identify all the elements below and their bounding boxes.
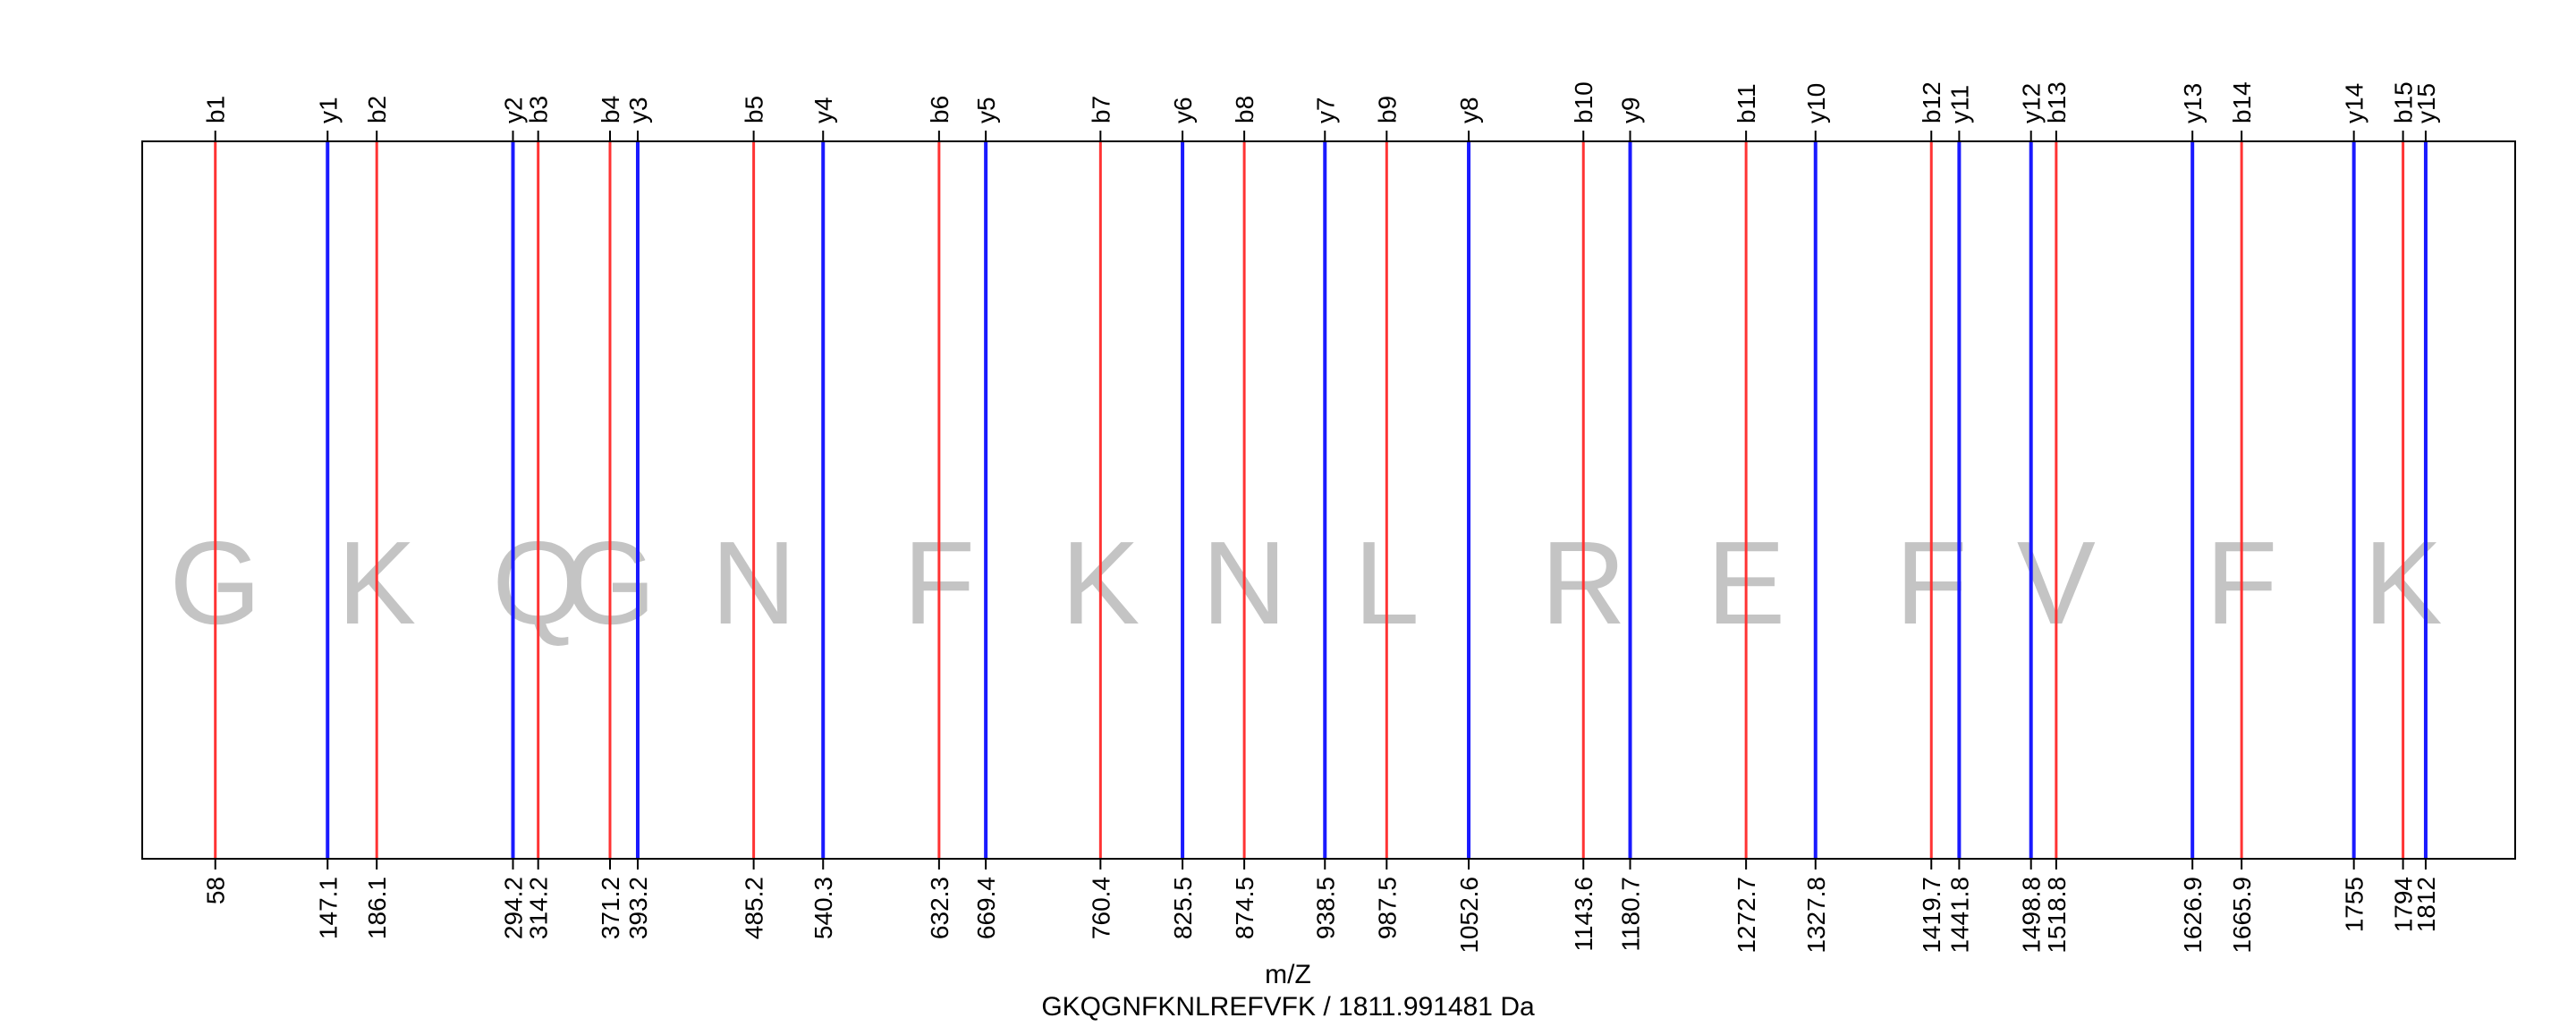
y-ion-mz-label: 938.5 — [1311, 877, 1339, 939]
y-ion-mz-label: 1498.8 — [2018, 877, 2046, 954]
y-ion-label: y9 — [1617, 97, 1645, 123]
b-ion-mz-label: 485.2 — [741, 877, 768, 939]
y-ion-mz-label: 1441.8 — [1945, 877, 1973, 954]
b-ion-mz-label: 987.5 — [1373, 877, 1401, 939]
y-ion-label: y10 — [1802, 83, 1830, 123]
y-ion-mz-label: 294.2 — [500, 877, 528, 939]
b-ion-mz-label: 1272.7 — [1733, 877, 1760, 954]
y-ion-label: y4 — [809, 97, 837, 123]
y-ion-label: y2 — [500, 97, 528, 123]
x-axis-label: m/Z — [1265, 960, 1311, 989]
b-ion-label: b9 — [1373, 96, 1401, 123]
b-ion-label: b5 — [741, 96, 768, 123]
y-ion-mz-label: 1626.9 — [2179, 877, 2207, 954]
y-ion-label: y11 — [1945, 85, 1973, 123]
y-ion-label: y3 — [624, 97, 652, 123]
b-ion-label: b13 — [2043, 81, 2071, 123]
y-ion-label: y6 — [1169, 97, 1197, 123]
y-ion-label: y1 — [314, 97, 342, 123]
b-ion-label: b3 — [525, 96, 553, 123]
b-ion-label: b1 — [202, 96, 230, 123]
b-ion-mz-label: 1143.6 — [1570, 877, 1597, 952]
y-ion-mz-label: 669.4 — [972, 877, 1000, 939]
y-ion-label: y5 — [972, 97, 1000, 123]
b-ion-label: b4 — [597, 96, 624, 123]
b-ion-label: b2 — [363, 96, 391, 123]
b-ion-mz-label: 371.2 — [597, 877, 624, 939]
peptide-caption: GKQGNFKNLREFVFK / 1811.991481 Da — [1041, 992, 1535, 1022]
y-ion-mz-label: 393.2 — [624, 877, 652, 939]
y-ion-mz-label: 1755 — [2341, 877, 2368, 932]
b-ion-label: b15 — [2390, 81, 2418, 123]
y-ion-label: y15 — [2412, 83, 2440, 123]
b-ion-mz-label: 632.3 — [926, 877, 953, 939]
y-ion-mz-label: 1052.6 — [1455, 877, 1483, 954]
y-ion-label: y13 — [2179, 83, 2207, 123]
y-ion-label: y14 — [2341, 83, 2368, 123]
b-ion-label: b6 — [926, 96, 953, 123]
y-ion-mz-label: 147.1 — [314, 877, 342, 939]
y-ion-label: y12 — [2018, 83, 2046, 123]
b-ion-label: b11 — [1733, 83, 1760, 123]
y-ion-mz-label: 540.3 — [809, 877, 837, 939]
b-ion-mz-label: 1665.9 — [2228, 877, 2256, 954]
y-ion-label: y8 — [1455, 97, 1483, 123]
b-ion-mz-label: 186.1 — [363, 877, 391, 939]
b-ion-mz-label: 874.5 — [1231, 877, 1258, 939]
b-ion-mz-label: 314.2 — [525, 877, 553, 939]
b-ion-mz-label: 1794 — [2390, 877, 2418, 932]
y-ion-mz-label: 825.5 — [1169, 877, 1197, 939]
b-ion-label: b10 — [1570, 81, 1597, 123]
plot-frame — [141, 140, 2516, 860]
b-ion-mz-label: 1518.8 — [2043, 877, 2071, 954]
y-ion-mz-label: 1180.7 — [1617, 877, 1645, 952]
b-ion-mz-label: 1419.7 — [1918, 877, 1945, 954]
b-ion-label: b14 — [2228, 81, 2256, 123]
b-ion-label: b7 — [1087, 96, 1114, 123]
b-ion-mz-label: 760.4 — [1087, 877, 1114, 939]
b-ion-mz-label: 58 — [202, 877, 230, 904]
y-ion-label: y7 — [1311, 97, 1339, 123]
b-ion-label: b12 — [1918, 81, 1945, 123]
y-ion-mz-label: 1812 — [2412, 877, 2440, 932]
y-ion-mz-label: 1327.8 — [1802, 877, 1830, 954]
b-ion-label: b8 — [1231, 96, 1258, 123]
